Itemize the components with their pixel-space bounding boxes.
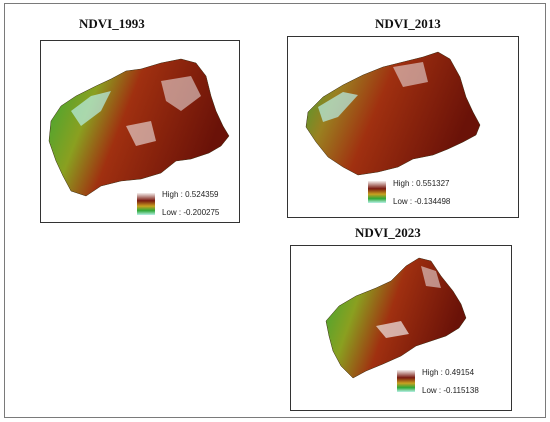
legend-low-2013: Low : -0.134498 [393,197,451,206]
legend-high-2023: High : 0.49154 [422,368,475,377]
figure-border [4,3,546,418]
ndvi-map-2023 [325,257,467,379]
legend-low-2023: Low : -0.115138 [422,386,479,395]
panel-title-1993: NDVI_1993 [79,16,145,31]
legend-ramp-2023 [397,370,415,392]
legend-ramp-2013 [368,181,386,203]
legend-ramp-1993 [137,193,155,215]
ndvi-map-1993 [48,58,230,197]
map-frame-2013: High : 0.551327 Low : -0.134498 [287,36,519,218]
legend-low-1993: Low : -0.200275 [162,208,220,217]
legend-high-2013: High : 0.551327 [393,179,450,188]
ndvi-map-2013 [305,51,481,176]
map-frame-2023: High : 0.49154 Low : -0.115138 [290,245,512,411]
panel-title-2023: NDVI_2023 [355,225,421,240]
map-frame-1993: High : 0.524359 Low : -0.200275 [40,40,240,223]
legend-high-1993: High : 0.524359 [162,190,219,199]
panel-title-2013: NDVI_2013 [375,16,441,31]
